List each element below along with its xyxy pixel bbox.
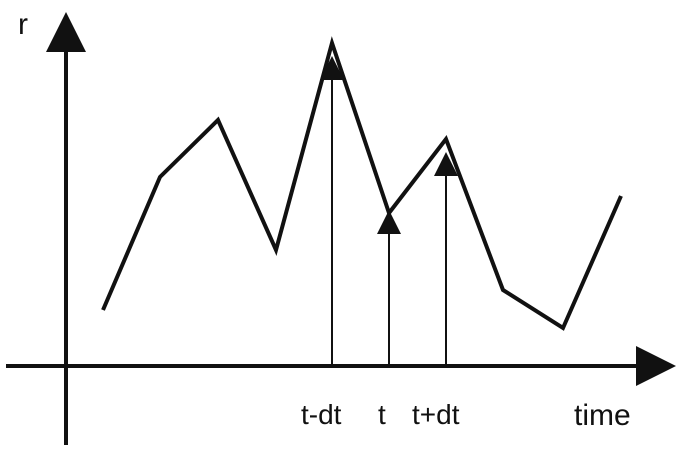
marker-label-t-plus-dt: t+dt [412, 399, 460, 430]
marker-arrows [320, 56, 458, 366]
signal-line [101, 36, 623, 331]
y-axis-label: r [18, 8, 28, 41]
x-axis-label: time [574, 399, 631, 432]
marker-label-t: t [378, 399, 386, 430]
marker-label-t-minus-dt: t-dt [301, 399, 342, 430]
